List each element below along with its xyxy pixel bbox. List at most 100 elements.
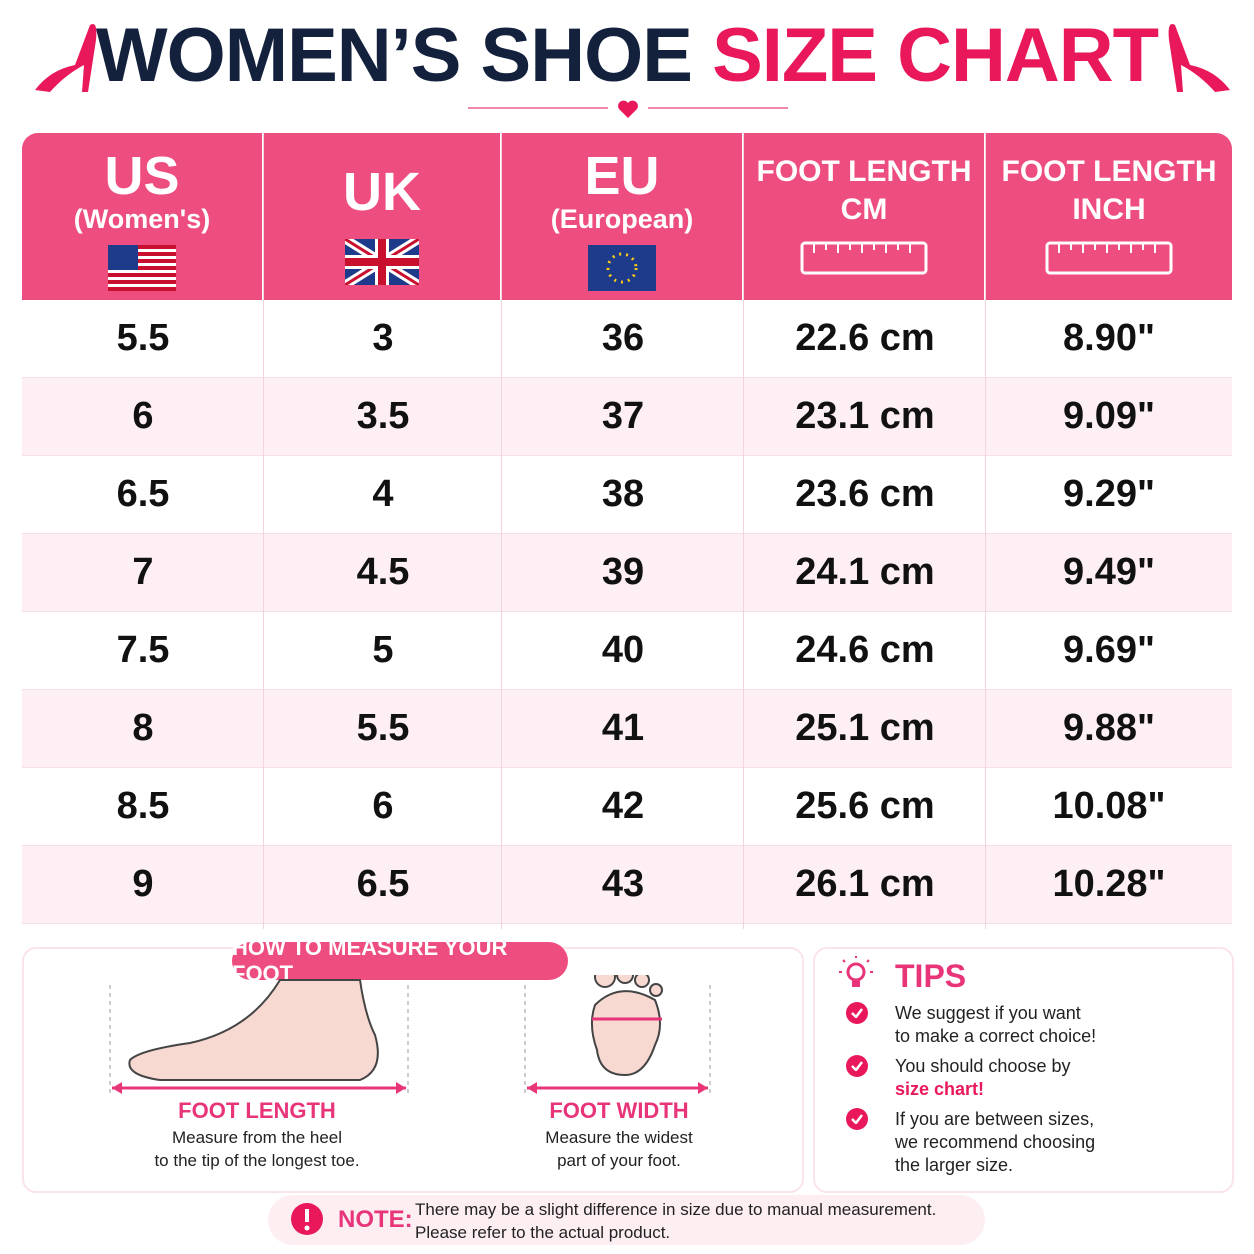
text-line: There may be a slight difference in size…: [415, 1200, 937, 1219]
table-cell: 7.5: [116, 629, 170, 671]
table-cell: 8: [132, 707, 154, 749]
table-cell: 24.1 cm: [795, 551, 935, 593]
table-cell: 43: [601, 863, 645, 905]
table-cell: 23.1 cm: [795, 395, 935, 437]
column-divider: [501, 133, 502, 929]
table-cell: 36: [601, 317, 645, 359]
table-row: [22, 768, 1232, 846]
foot-illustrations: [109, 975, 711, 1095]
table-row: [22, 690, 1232, 768]
header-cell: US (Women's): [22, 133, 262, 300]
table-cell: 9.69": [1063, 629, 1155, 671]
table-cell: 9.88": [1063, 707, 1155, 749]
table-cell: 8.5: [116, 785, 170, 827]
note-text: There may be a slight difference in size…: [415, 1198, 936, 1244]
col-sublabel: CM: [840, 193, 888, 226]
table-cell: 10.08": [1052, 785, 1166, 827]
header-cell: FOOT LENGTH CM: [744, 133, 984, 300]
length-text: Measure from the heel to the tip of the l…: [100, 1126, 414, 1172]
tips-panel: [813, 947, 1234, 1193]
tip-line: we recommend choosing: [895, 1132, 1096, 1152]
table-row: [22, 378, 1232, 456]
column-divider: [263, 133, 264, 929]
tip-text: If you are between sizes, we recommend ch…: [895, 1108, 1215, 1177]
text-line: Measure the widest: [545, 1128, 693, 1147]
width-title: FOOT WIDTH: [549, 1098, 689, 1123]
table-cell: 39: [601, 551, 645, 593]
table-cell: 26.1 cm: [795, 863, 935, 905]
table-row: [22, 534, 1232, 612]
column-divider: [985, 133, 986, 929]
check-icon: [846, 1055, 868, 1077]
bulb-icon: [839, 956, 873, 987]
table-cell: 9.09": [1063, 395, 1155, 437]
table-row: [22, 300, 1232, 378]
table-cell: 25.1 cm: [795, 707, 935, 749]
measure-badge: HOW TO MEASURE YOUR FOOT: [232, 935, 568, 986]
note-label: NOTE:: [338, 1206, 413, 1233]
col-sublabel: (European): [550, 204, 694, 234]
table-cell: 6: [132, 395, 154, 437]
table-cell: 5: [372, 629, 394, 671]
col-label: EU: [584, 146, 660, 206]
col-label: US: [104, 146, 180, 206]
tips-title: TIPS: [895, 958, 967, 994]
text-line: part of your foot.: [557, 1151, 681, 1170]
note-bar: [268, 1195, 985, 1245]
heel-icon: [1168, 24, 1230, 92]
table-cell: 9: [132, 863, 154, 905]
check-icon: [846, 1108, 868, 1130]
table-cell: 24.6 cm: [795, 629, 935, 671]
eu-flag: [588, 245, 656, 291]
table-cell: 3.5: [356, 395, 410, 437]
alert-icon: [291, 1203, 323, 1235]
table-cell: 4.5: [356, 551, 410, 593]
table-row: [22, 612, 1232, 690]
table-cell: 8.90": [1063, 317, 1155, 359]
text-line: to the tip of the longest toe.: [154, 1151, 360, 1170]
header-cell: UK: [264, 133, 500, 300]
check: [851, 1114, 863, 1124]
table-cell: 9.49": [1063, 551, 1155, 593]
ruler-icon: [800, 241, 928, 275]
title-dark: WOMEN’S SHOE: [95, 13, 693, 98]
us-flag: [108, 245, 176, 291]
divider: [468, 100, 788, 118]
tip-line: You should choose by: [895, 1056, 1071, 1076]
tip-text: You should choose by size chart!: [895, 1055, 1215, 1101]
table-cell: 38: [601, 473, 645, 515]
tip-line: the larger size.: [895, 1155, 1014, 1175]
table-cell: 4: [372, 473, 394, 515]
header-cell: EU (European): [502, 133, 742, 300]
tip-line: to make a correct choice!: [895, 1026, 1097, 1046]
tip-line: We suggest if you want: [895, 1003, 1081, 1023]
table-cell: 23.6 cm: [795, 473, 935, 515]
table-cell: 6: [372, 785, 394, 827]
check-icon: [846, 1002, 868, 1024]
title-pink: SIZE CHART: [712, 13, 1159, 98]
table-cell: 41: [601, 707, 645, 749]
width-text: Measure the widest part of your foot.: [490, 1126, 748, 1172]
table-cell: 40: [601, 629, 645, 671]
table-cell: 37: [601, 395, 645, 437]
column-divider: [743, 133, 744, 929]
check: [851, 1061, 863, 1071]
table-cell: 42: [601, 785, 645, 827]
table-cell: 3: [372, 317, 394, 359]
heel-icon: [35, 24, 97, 92]
table-cell: 25.6 cm: [795, 785, 935, 827]
col-label: FOOT LENGTH: [1001, 155, 1217, 188]
text-line: Measure from the heel: [171, 1128, 343, 1147]
col-label: UK: [343, 162, 421, 222]
length-title: FOOT LENGTH: [178, 1098, 336, 1123]
col-label: FOOT LENGTH: [756, 155, 972, 188]
table-cell: 6.5: [356, 863, 410, 905]
table-cell: 10.28": [1052, 863, 1166, 905]
table-cell: 22.6 cm: [795, 317, 935, 359]
col-sublabel: (Women's): [73, 204, 211, 234]
table-row: [22, 846, 1232, 924]
table-cell: 5.5: [116, 317, 170, 359]
title: WOMEN’S SHOE SIZE CHART: [0, 12, 1254, 99]
check: [851, 1008, 863, 1018]
